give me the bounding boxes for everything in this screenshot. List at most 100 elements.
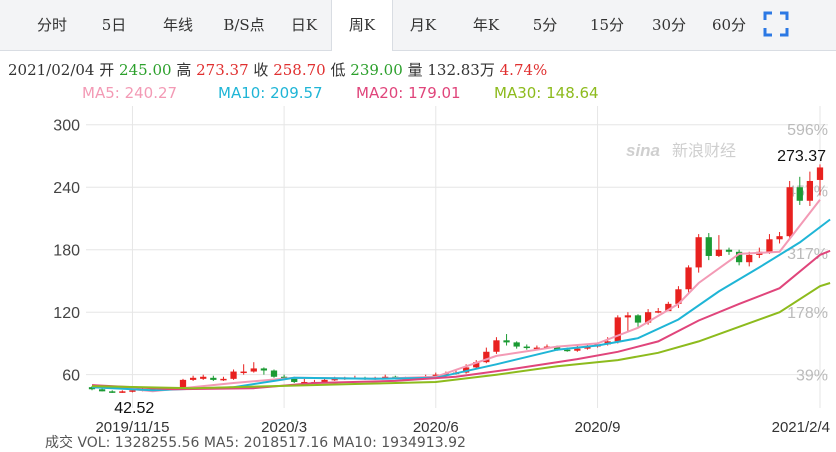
candle-body bbox=[179, 379, 187, 389]
sina-logo: sina bbox=[626, 141, 660, 160]
x-tick-label: 2019/11/15 bbox=[95, 419, 169, 436]
info-date: 2021/02/04 bbox=[8, 61, 95, 79]
percent-axis-label: 178% bbox=[787, 305, 828, 322]
tab-60min[interactable]: 60分 bbox=[711, 16, 747, 34]
candle-body bbox=[574, 348, 581, 351]
candle-body bbox=[816, 167, 824, 180]
candle-body bbox=[705, 237, 712, 256]
candle-body bbox=[564, 349, 571, 352]
candle-body bbox=[614, 317, 621, 342]
candle-body bbox=[280, 376, 288, 379]
candle-body bbox=[291, 377, 298, 382]
candle-body bbox=[442, 373, 450, 376]
candle-body bbox=[493, 340, 500, 352]
info-high-value: 273.37 bbox=[196, 61, 249, 79]
ma-line-ma30 bbox=[91, 282, 831, 390]
candle-body bbox=[109, 391, 116, 393]
y-tick-label: 120 bbox=[53, 305, 80, 322]
percent-axis-label: 39% bbox=[796, 368, 828, 385]
tab-weekly-k[interactable]: 周K bbox=[331, 0, 393, 51]
candle-body bbox=[735, 251, 743, 263]
candle-body bbox=[685, 267, 692, 290]
candle-body bbox=[462, 367, 470, 373]
candle-body bbox=[230, 371, 237, 379]
min-price-label: 42.52 bbox=[114, 400, 154, 417]
watermark-text: 新浪财经 bbox=[672, 141, 736, 160]
y-tick-label: 240 bbox=[53, 180, 80, 197]
candle-body bbox=[746, 254, 753, 263]
candle-body bbox=[776, 236, 783, 240]
candle-body bbox=[655, 311, 662, 313]
tab-5day[interactable]: 5日 bbox=[101, 16, 127, 34]
tab-15min[interactable]: 15分 bbox=[589, 16, 625, 34]
candle-body bbox=[301, 381, 308, 384]
candle-body bbox=[675, 289, 682, 304]
candle-body bbox=[806, 180, 814, 201]
info-high-label: 高 bbox=[176, 61, 192, 79]
ma5-legend: MA5: 240.27 bbox=[82, 84, 178, 102]
tab-5min[interactable]: 5分 bbox=[532, 16, 558, 34]
ma30-legend: MA30: 148.64 bbox=[494, 84, 599, 102]
candle-body bbox=[553, 346, 561, 350]
candle-body bbox=[503, 340, 510, 343]
candle-body bbox=[695, 237, 702, 268]
candle-body bbox=[210, 377, 217, 380]
tab-daily-k[interactable]: 日K bbox=[290, 16, 318, 34]
candle-body bbox=[584, 346, 591, 349]
candle-body bbox=[473, 362, 480, 368]
info-volume-label: 量 bbox=[407, 61, 423, 79]
info-close-label: 收 bbox=[253, 61, 269, 79]
info-low-label: 低 bbox=[330, 61, 346, 79]
candle-body bbox=[119, 391, 126, 393]
tab-yearly-k[interactable]: 年K bbox=[472, 16, 500, 34]
tab-monthly-k[interactable]: 月K bbox=[409, 16, 437, 34]
y-tick-label: 300 bbox=[53, 118, 80, 135]
period-tab-bar: 分时 5日 年线 B/S点 日K 周K 月K 年K 5分 15分 30分 60分 bbox=[0, 0, 836, 51]
candle-body bbox=[250, 368, 257, 372]
candle-body bbox=[129, 390, 136, 392]
volume-summary: 成交 VOL: 1328255.56 MA5: 2018517.16 MA10:… bbox=[45, 435, 466, 451]
fullscreen-icon[interactable] bbox=[762, 10, 790, 38]
info-change-percent: 4.74% bbox=[499, 61, 548, 79]
candle-body bbox=[533, 347, 541, 350]
candle-body bbox=[796, 187, 803, 201]
ma10-legend: MA10: 209.57 bbox=[218, 84, 323, 102]
x-tick-label: 2020/3 bbox=[261, 419, 307, 436]
candle-body bbox=[624, 315, 632, 318]
candle-body bbox=[220, 378, 227, 381]
candle-body bbox=[786, 187, 793, 237]
tab-30min[interactable]: 30分 bbox=[651, 16, 687, 34]
x-tick-label: 2020/6 bbox=[413, 419, 459, 436]
info-open-label: 开 bbox=[99, 61, 115, 79]
info-volume-value: 132.83万 bbox=[427, 61, 495, 79]
y-tick-label: 60 bbox=[62, 368, 80, 385]
candle-body bbox=[483, 351, 490, 363]
candle-body bbox=[766, 239, 773, 252]
candle-body bbox=[98, 389, 106, 392]
x-tick-label: 2020/9 bbox=[575, 419, 621, 436]
tab-intraday[interactable]: 分时 bbox=[36, 16, 67, 34]
candle-body bbox=[715, 249, 723, 256]
candle-body bbox=[270, 370, 278, 377]
candle-body bbox=[523, 346, 530, 349]
percent-axis-label: 317% bbox=[787, 246, 828, 263]
candle-body bbox=[260, 368, 268, 371]
info-close-value: 258.70 bbox=[273, 61, 326, 79]
tab-bs-point[interactable]: B/S点 bbox=[223, 16, 265, 34]
ma-line-ma5 bbox=[91, 199, 821, 393]
info-open-value: 245.00 bbox=[119, 61, 172, 79]
x-tick-label: 2021/2/4 bbox=[772, 419, 830, 436]
tab-year-line[interactable]: 年线 bbox=[162, 16, 193, 34]
percent-axis-label: 596% bbox=[787, 122, 828, 139]
candle-body bbox=[331, 378, 338, 381]
candle-body bbox=[665, 303, 672, 312]
candle-body bbox=[321, 379, 328, 382]
candle-body bbox=[644, 312, 652, 323]
candle-body bbox=[88, 387, 96, 390]
max-price-label: 273.37 bbox=[777, 148, 826, 165]
candle-body bbox=[200, 376, 207, 379]
y-tick-label: 180 bbox=[53, 243, 80, 260]
candle-body bbox=[432, 374, 439, 377]
ma20-legend: MA20: 179.01 bbox=[356, 84, 461, 102]
